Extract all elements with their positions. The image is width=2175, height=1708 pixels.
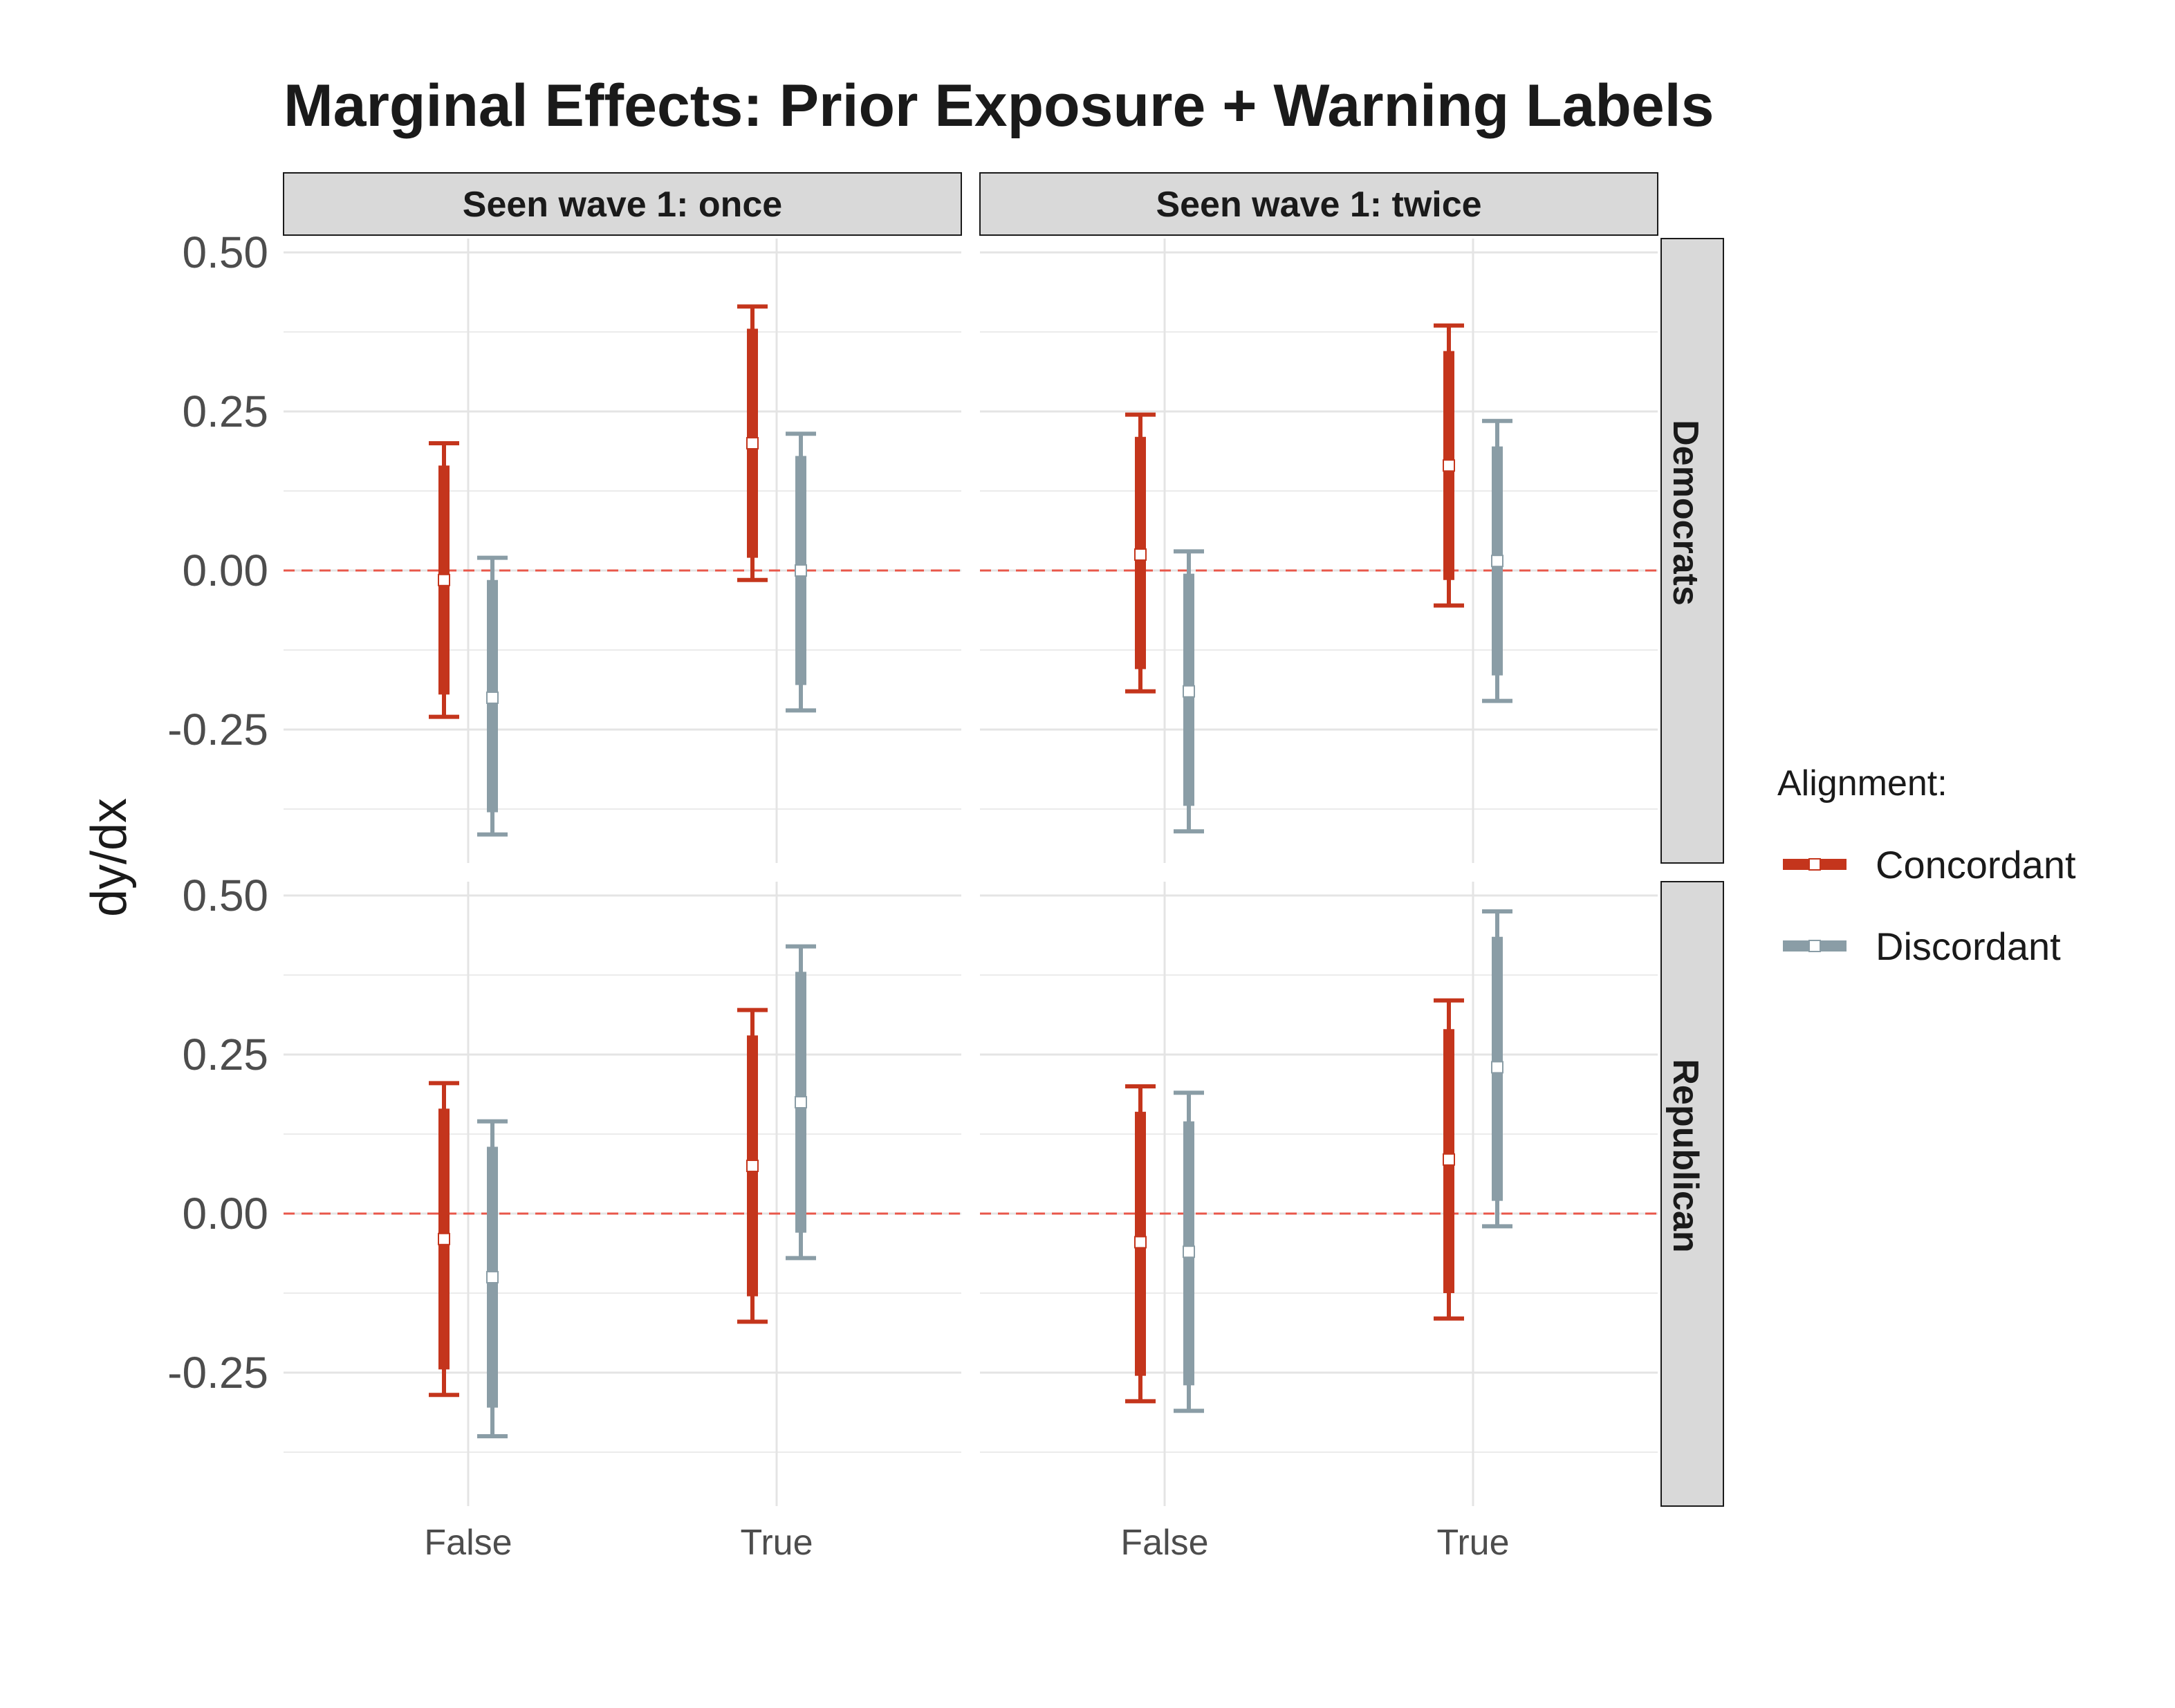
- point-estimate: [1134, 1236, 1147, 1249]
- strip-background: [283, 172, 962, 236]
- errorbar-discordant: [477, 555, 508, 837]
- strip-background: [1660, 881, 1724, 1507]
- point-estimate: [1183, 1245, 1195, 1259]
- errorbar-discordant: [1482, 909, 1512, 1229]
- point-estimate: [1491, 1061, 1503, 1074]
- errorbar-discordant: [1482, 418, 1512, 703]
- y-tick-label: -0.25: [167, 705, 268, 754]
- errorbar-concordant: [1434, 998, 1464, 1321]
- legend-label: Discordant: [1876, 925, 2061, 968]
- y-tick-label: 0.50: [182, 228, 268, 277]
- column-strip: Seen wave 1: twice: [979, 172, 1658, 236]
- panel: [980, 882, 1658, 1506]
- row-strip: Republican: [1660, 881, 1724, 1507]
- errorbar-discordant: [1174, 1090, 1204, 1413]
- column-strip: Seen wave 1: once: [283, 172, 962, 236]
- point-estimate: [795, 564, 807, 577]
- errorbar-discordant: [1174, 549, 1204, 834]
- point-estimate: [486, 691, 499, 704]
- x-tick-label: True: [741, 1523, 813, 1563]
- strip-background: [1660, 238, 1724, 864]
- strip-label: Democrats: [1665, 420, 1705, 606]
- point-estimate: [438, 1232, 450, 1245]
- row-strip: Democrats: [1660, 238, 1724, 864]
- legend-key-point: [1808, 858, 1821, 871]
- point-estimate: [1183, 685, 1195, 698]
- chart-title: Marginal Effects: Prior Exposure + Warni…: [284, 73, 1714, 139]
- legend-key-point: [1808, 940, 1821, 952]
- y-tick-label: 0.25: [182, 1030, 268, 1079]
- y-axis: 0.50 0.25 0.00 -0.25 0.50 0.25 0.00 -0.25: [167, 228, 268, 1398]
- errorbar-concordant: [737, 1008, 768, 1324]
- errorbar-concordant: [1125, 412, 1156, 694]
- y-axis-label: dy/dx: [82, 798, 137, 917]
- errorbar-concordant: [429, 1081, 459, 1398]
- panel: [980, 239, 1658, 863]
- errorbar-discordant: [786, 431, 816, 713]
- legend-title: Alignment:: [1777, 763, 1947, 804]
- y-tick-label: 0.25: [182, 387, 268, 436]
- strip-label: Seen wave 1: once: [463, 185, 782, 225]
- strip-label: Republican: [1665, 1059, 1705, 1252]
- errorbar-concordant: [1125, 1084, 1156, 1404]
- legend-item-discordant: Discordant: [1783, 925, 2061, 968]
- point-estimate: [438, 573, 450, 586]
- y-tick-label: 0.00: [182, 1189, 268, 1238]
- point-estimate: [1443, 1153, 1455, 1166]
- point-estimate: [746, 437, 759, 449]
- legend-item-concordant: Concordant: [1783, 843, 2076, 887]
- y-tick-label: 0.00: [182, 546, 268, 595]
- strip-background: [979, 172, 1658, 236]
- x-tick-label: False: [1120, 1523, 1208, 1563]
- errorbar-concordant: [429, 441, 459, 719]
- point-estimate: [1443, 459, 1455, 472]
- x-axis: False True False True: [424, 1523, 1509, 1563]
- panel: [284, 882, 961, 1506]
- point-estimate: [486, 1271, 499, 1283]
- y-tick-label: 0.50: [182, 871, 268, 920]
- point-estimate: [795, 1096, 807, 1108]
- legend: Alignment: Concordant Discordant: [1777, 763, 2076, 968]
- x-tick-label: True: [1437, 1523, 1510, 1563]
- point-estimate: [1134, 548, 1147, 561]
- panels: Seen wave 1: once Seen wave 1: twice Democ…: [283, 172, 1724, 1507]
- point-estimate: [746, 1160, 759, 1172]
- errorbar-concordant: [737, 304, 768, 582]
- strip-label: Seen wave 1: twice: [1156, 185, 1481, 225]
- point-estimate: [1491, 555, 1503, 568]
- panel: [284, 239, 961, 863]
- errorbar-concordant: [1434, 323, 1464, 608]
- x-tick-label: False: [424, 1523, 512, 1563]
- legend-label: Concordant: [1876, 843, 2076, 887]
- errorbar-discordant: [477, 1119, 508, 1438]
- errorbar-discordant: [786, 944, 816, 1261]
- y-tick-label: -0.25: [167, 1348, 268, 1398]
